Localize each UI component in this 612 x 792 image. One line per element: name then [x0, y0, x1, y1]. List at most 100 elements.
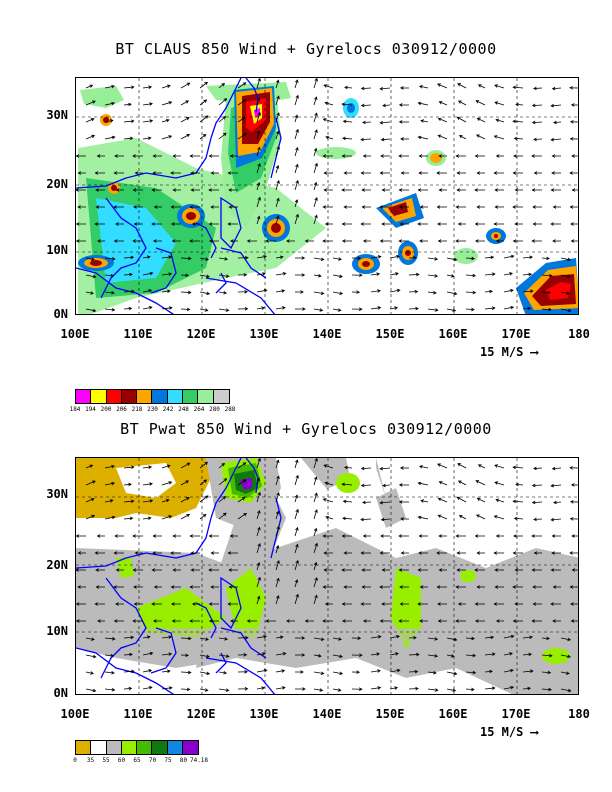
top-legend-swatch: [167, 390, 184, 403]
top-wind-arrow: [400, 137, 410, 141]
top-wind-arrow: [533, 171, 542, 175]
top-wind-arrow: [532, 205, 542, 209]
top-legend-swatch: [137, 390, 153, 403]
top-wind-arrow: [96, 154, 105, 158]
top-wind-arrow: [294, 179, 299, 191]
bottom-wind-arrow: [552, 585, 561, 589]
bottom-wind-arrow: [85, 637, 95, 641]
top-wind-arrow: [437, 222, 447, 226]
top-wind-arrow: [560, 257, 572, 262]
bottom-wind-arrow: [256, 477, 261, 486]
bottom-wind-arrow: [97, 619, 105, 623]
top-wind-arrow: [171, 239, 181, 243]
top-wind-arrow: [476, 205, 485, 209]
top-wind-arrow: [256, 254, 267, 259]
bottom-wind-arrow: [379, 551, 390, 555]
bottom-wind-arrow: [294, 508, 299, 520]
top-wind-arrow: [294, 94, 299, 106]
bottom-wind-arrow: [514, 602, 523, 606]
top-wind-arrow: [381, 188, 390, 192]
top-wind-arrow: [494, 84, 505, 89]
bottom-wind-arrow: [477, 464, 486, 469]
bottom-wind-arrow: [533, 466, 543, 471]
bottom-legend-value: 70: [148, 757, 157, 764]
top-wind-arrow: [104, 119, 114, 123]
bottom-lon-label-150e: 150E: [375, 707, 405, 721]
bottom-wind-arrow: [446, 688, 457, 692]
bottom-lon-label-110e: 110E: [123, 707, 153, 721]
bottom-wind-arrow: [408, 652, 420, 657]
bottom-wind-arrow: [237, 512, 247, 520]
bottom-wind-arrow: [379, 466, 391, 471]
bottom-wind-arrow: [104, 670, 115, 675]
bottom-wind-arrow: [189, 619, 200, 623]
bottom-wind-arrow: [237, 479, 247, 486]
top-wind-arrow: [85, 274, 97, 279]
bottom-wind-arrow: [389, 652, 399, 656]
bottom-wind-arrow: [370, 686, 382, 690]
top-wind-arrow: [560, 291, 570, 295]
top-wind-arrow: [427, 274, 439, 278]
top-wind-arrow: [199, 308, 209, 312]
top-wind-arrow: [457, 100, 467, 106]
top-wind-arrow: [104, 307, 116, 312]
top-wind-arrow: [104, 135, 116, 140]
top-wind-arrow: [360, 103, 372, 108]
top-wind-arrow: [446, 308, 457, 312]
bottom-wind-arrow: [123, 669, 135, 674]
top-wind-arrow: [570, 239, 578, 243]
bottom-wind-arrow: [256, 668, 268, 673]
top-wind-arrow: [456, 171, 466, 175]
top-wind-arrow: [341, 154, 352, 158]
top-wind-arrow: [313, 197, 318, 208]
bottom-wind-arrow: [161, 515, 173, 520]
bottom-wind-arrow: [341, 568, 352, 572]
top-wind-arrow: [446, 257, 458, 262]
bottom-wind-arrow: [218, 462, 226, 469]
top-wind-arrow: [399, 205, 409, 209]
top-wind-arrow: [210, 171, 219, 175]
bottom-wind-arrow: [465, 670, 477, 675]
top-wind-arrow: [379, 171, 390, 175]
top-wind-arrow: [275, 95, 280, 106]
top-wind-arrow: [218, 116, 227, 123]
bottom-wind-arrow: [313, 492, 318, 503]
top-wind-arrow: [493, 135, 505, 140]
bottom-wind-arrow: [227, 551, 238, 555]
bottom-wind-arrow: [418, 534, 428, 538]
bottom-wind-arrow: [382, 483, 391, 488]
top-wind-arrow: [180, 117, 190, 123]
bottom-wind-arrow: [180, 480, 190, 486]
bottom-wind-arrow: [560, 637, 572, 642]
bottom-wind-arrow: [494, 481, 505, 486]
bottom-wind-arrow: [237, 670, 249, 674]
top-wind-arrow: [457, 83, 467, 89]
top-wind-arrow: [152, 171, 162, 175]
bottom-wind-arrow: [381, 568, 390, 572]
bottom-wind-arrow: [113, 551, 124, 555]
bottom-wind-arrow: [294, 474, 299, 486]
bottom-wind-arrow: [503, 668, 514, 673]
bottom-wind-arrow: [228, 568, 238, 572]
bottom-wind-arrow: [161, 652, 173, 656]
bottom-wind-arrow: [569, 585, 578, 589]
top-wind-arrow: [77, 171, 86, 175]
bottom-wind-arrow: [85, 688, 97, 693]
bottom-wind-arrow: [532, 585, 542, 589]
top-wind-arrow: [133, 222, 143, 226]
bottom-wind-arrow: [332, 637, 342, 641]
bottom-wind-arrow: [322, 534, 333, 538]
bottom-legend-value: 74.18: [189, 757, 209, 764]
top-wind-arrow: [104, 290, 115, 295]
bottom-wind-arrow: [170, 585, 181, 589]
top-wind-arrow: [515, 102, 524, 107]
top-wind-arrow: [180, 82, 191, 89]
bottom-wind-arrow: [190, 551, 200, 555]
bottom-wind-arrow: [427, 688, 439, 692]
bottom-wind-arrow: [493, 515, 505, 520]
bottom-wind-arrow: [360, 602, 371, 606]
bottom-wind-arrow: [218, 637, 229, 641]
bottom-wind-arrow: [76, 534, 86, 538]
top-wind-arrow: [417, 222, 428, 226]
top-wind-arrow: [541, 290, 552, 295]
